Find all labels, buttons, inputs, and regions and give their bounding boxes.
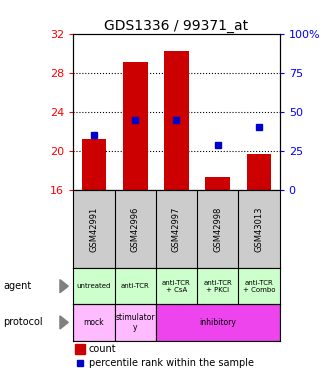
Text: stimulator
y: stimulator y [116, 313, 155, 332]
Bar [73, 304, 115, 340]
Text: mock: mock [84, 318, 104, 327]
Title: GDS1336 / 99371_at: GDS1336 / 99371_at [105, 19, 248, 33]
Text: GSM43013: GSM43013 [254, 206, 264, 252]
Bar [115, 304, 156, 340]
Text: anti-TCR: anti-TCR [121, 283, 150, 289]
Bar [247, 154, 271, 190]
Bar [205, 177, 230, 190]
Text: anti-TCR
+ CsA: anti-TCR + CsA [162, 280, 191, 292]
Text: GSM42996: GSM42996 [131, 206, 140, 252]
Bar [164, 51, 189, 190]
Text: inhibitory: inhibitory [199, 318, 236, 327]
Text: GSM42998: GSM42998 [213, 206, 222, 252]
Text: untreated: untreated [77, 283, 111, 289]
Text: agent: agent [3, 281, 32, 291]
Text: count: count [89, 344, 116, 354]
Bar [75, 344, 85, 354]
Bar [156, 304, 280, 340]
Text: GSM42991: GSM42991 [89, 206, 99, 252]
Text: GSM42997: GSM42997 [172, 206, 181, 252]
Text: anti-TCR
+ PKCi: anti-TCR + PKCi [203, 280, 232, 292]
Text: percentile rank within the sample: percentile rank within the sample [89, 358, 254, 368]
Bar [82, 139, 106, 190]
Text: anti-TCR
+ Combo: anti-TCR + Combo [243, 280, 275, 292]
Text: protocol: protocol [3, 318, 43, 327]
Bar [123, 62, 148, 190]
